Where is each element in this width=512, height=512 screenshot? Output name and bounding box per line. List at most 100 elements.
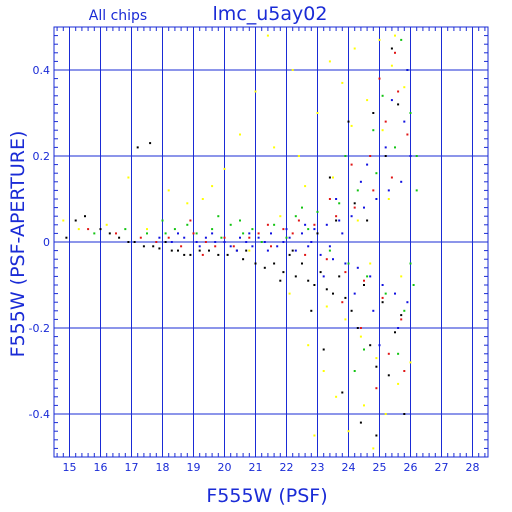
x-tick-label: 21 <box>249 461 263 474</box>
data-point <box>217 253 220 256</box>
data-point <box>341 232 344 235</box>
data-point <box>390 64 393 67</box>
data-point <box>353 202 356 205</box>
data-point <box>403 370 406 372</box>
x-tick-label: 23 <box>311 461 325 474</box>
data-point <box>403 309 406 312</box>
data-point <box>273 262 276 265</box>
data-point <box>394 51 396 54</box>
data-point <box>356 266 359 269</box>
data-point <box>285 236 288 239</box>
data-point <box>214 245 217 248</box>
data-point <box>294 275 297 278</box>
data-point <box>307 279 310 282</box>
data-point <box>316 232 319 235</box>
data-point <box>415 189 418 192</box>
data-point <box>279 215 282 218</box>
data-point <box>316 210 319 213</box>
data-point <box>406 133 409 136</box>
data-point <box>294 215 297 218</box>
data-point <box>211 228 214 231</box>
data-point <box>195 241 198 243</box>
data-point <box>220 236 223 239</box>
data-point <box>115 232 117 235</box>
data-point <box>183 236 186 239</box>
data-point <box>155 241 158 243</box>
data-point <box>313 284 316 286</box>
data-point <box>297 155 300 157</box>
data-point <box>183 253 186 256</box>
data-point <box>266 249 269 252</box>
data-point <box>394 292 396 295</box>
data-point <box>235 249 238 252</box>
data-point <box>192 232 195 235</box>
data-point <box>356 327 359 329</box>
data-point <box>375 198 378 200</box>
data-point <box>338 275 341 278</box>
data-point <box>397 327 400 329</box>
data-point <box>62 219 65 222</box>
data-point <box>353 370 356 372</box>
data-point <box>164 232 167 235</box>
data-point <box>180 245 183 248</box>
data-point <box>397 90 400 93</box>
data-point <box>328 60 331 63</box>
data-point <box>403 120 406 123</box>
data-point <box>409 262 412 265</box>
data-point <box>74 219 77 222</box>
data-point <box>347 262 350 265</box>
data-point <box>369 275 372 278</box>
data-point <box>307 228 310 231</box>
x-tick-labels: 15 16 17 18 19 20 21 22 23 24 25 26 27 28 <box>63 461 480 474</box>
data-point <box>390 99 393 102</box>
data-point <box>118 236 121 239</box>
data-point <box>164 241 167 243</box>
data-point <box>322 348 325 351</box>
x-tick-label: 19 <box>187 461 201 474</box>
data-point <box>301 262 303 265</box>
data-point <box>375 387 378 390</box>
data-point <box>301 206 303 209</box>
data-point <box>325 305 328 308</box>
data-point <box>223 241 226 243</box>
data-point <box>341 81 344 84</box>
data-point <box>186 202 189 205</box>
grid <box>54 27 488 457</box>
data-point <box>310 309 313 312</box>
x-tick-label: 25 <box>373 461 387 474</box>
data-point <box>204 236 207 239</box>
data-point <box>378 38 381 41</box>
data-point <box>372 189 375 192</box>
data-point <box>335 215 338 218</box>
data-point <box>257 232 260 235</box>
chart-subtitle: All chips <box>89 8 147 24</box>
data-point <box>359 335 362 338</box>
data-point <box>105 223 108 226</box>
data-point <box>400 38 403 41</box>
data-point <box>270 245 272 248</box>
data-point <box>152 245 155 248</box>
data-point <box>87 228 90 231</box>
data-point <box>328 249 331 252</box>
data-point <box>356 189 359 192</box>
data-point <box>409 155 412 157</box>
data-points <box>62 34 418 450</box>
data-point <box>406 69 409 71</box>
y-tick-label: -0.4 <box>29 408 50 421</box>
data-point <box>335 395 338 398</box>
data-point <box>263 266 266 269</box>
data-point <box>204 241 207 243</box>
data-point <box>239 236 241 239</box>
data-point <box>322 275 325 278</box>
data-point <box>223 167 226 170</box>
data-point <box>400 275 403 278</box>
data-point <box>363 279 365 282</box>
data-point <box>167 189 170 192</box>
data-point <box>363 404 365 407</box>
data-point <box>372 129 375 132</box>
data-point <box>167 236 170 239</box>
minor-ticks <box>54 26 488 458</box>
data-point <box>394 331 396 334</box>
data-point <box>279 279 282 282</box>
data-point <box>226 253 229 256</box>
